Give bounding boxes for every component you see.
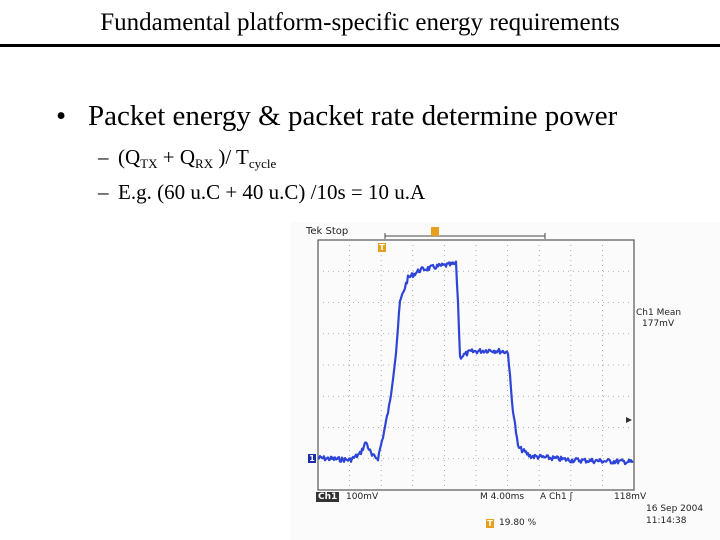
main-bullet: • Packet energy & packet rate determine p… <box>56 96 617 136</box>
formula-rx-subscript: RX <box>195 156 214 171</box>
position-marker-icon: T <box>486 519 494 528</box>
formula-plus: + Q <box>157 145 196 169</box>
scope-status: Tek Stop <box>306 226 349 237</box>
slide-title: Fundamental platform-specific energy req… <box>100 9 620 36</box>
ch1-ground-marker-icon: 1 <box>308 454 316 463</box>
measurement-label: Ch1 Mean <box>636 308 682 318</box>
example-bullet: – E.g. (60 u.C + 40 u.C) /10s = 10 u.A <box>98 178 425 206</box>
main-bullet-text: Packet energy & packet rate determine po… <box>88 100 618 132</box>
oscilloscope-screenshot: T 1 Tek Stop Ch1 Mean 177mV Ch1 100mV M … <box>290 222 720 540</box>
scope-display <box>317 233 635 491</box>
graticule-grid <box>318 240 634 490</box>
dash-icon: – <box>98 180 109 204</box>
formula-bullet: – (QTX + QRX )/ Tcycle <box>98 143 276 178</box>
formula-tx-subscript: TX <box>140 156 158 171</box>
trigger-marker-icon: T <box>378 243 386 252</box>
trigger-source: A Ch1 ʃ <box>540 492 573 502</box>
dash-icon: – <box>98 145 109 169</box>
time-per-div: M 4.00ms <box>480 492 525 502</box>
title-divider <box>0 44 720 47</box>
example-text: E.g. (60 u.C + 40 u.C) /10s = 10 u.A <box>118 180 426 204</box>
horizontal-position: 19.80 % <box>499 518 537 528</box>
formula-cycle-subscript: cycle <box>248 156 277 171</box>
trigger-position-marker-icon <box>431 227 439 236</box>
capture-date: 16 Sep 2004 <box>646 504 704 514</box>
measurement-value: 177mV <box>642 319 675 329</box>
ch1-volts-per-div: 100mV <box>346 492 379 502</box>
formula-middle: )/ T <box>213 145 249 169</box>
ch1-waveform <box>317 260 634 466</box>
trigger-level: 118mV <box>614 492 647 502</box>
trigger-level-arrow-icon <box>626 417 632 423</box>
ch1-badge: Ch1 <box>316 492 340 502</box>
capture-time: 11:14:38 <box>646 516 687 526</box>
formula-prefix: (Q <box>118 145 141 169</box>
bullet-dot-icon: • <box>56 100 67 132</box>
